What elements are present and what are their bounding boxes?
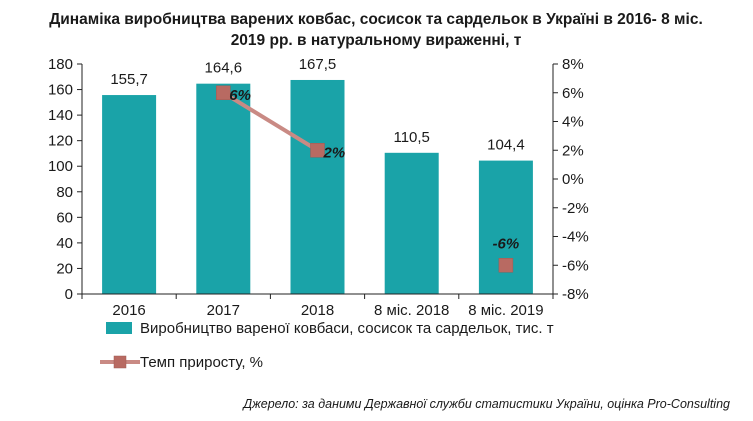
legend-bar-swatch [106,322,132,334]
category-label: 8 міс. 2018 [374,302,449,319]
right-tick-label: -8% [562,286,589,303]
right-tick-label: -2% [562,200,589,217]
bar-value-label: 104,4 [487,137,525,154]
legend: Виробництво вареної ковбаси, сосисок та … [100,320,554,371]
chart-title-line-1: Динаміка виробництва варених ковбас, сос… [49,11,703,28]
growth-value-label: 2% [323,144,346,161]
left-axis: 0 20 40 60 80 100 120 140 160 180 [48,56,83,303]
right-tick-label: 4% [562,114,584,131]
growth-line-segment [222,91,319,152]
right-axis: -8% -6% -4% -2% 0% 2% 4% 6% 8% [552,56,589,303]
left-tick-label: 180 [48,56,73,73]
left-tick-label: 100 [48,158,73,175]
right-tick-label: -4% [562,229,589,246]
growth-marker [216,85,231,100]
bar-value-label: 110,5 [393,129,429,146]
category-label: 2018 [301,302,334,319]
left-tick-label: 80 [56,184,73,201]
bar [478,160,533,294]
left-tick-label: 40 [56,235,73,252]
left-tick-label: 160 [48,82,73,99]
growth-value-label: -6% [493,235,520,252]
category-axis: 2016 2017 2018 8 міс. 2018 8 міс. 2019 [81,293,554,319]
source-note: Джерело: за даними Державної служби стат… [241,397,730,411]
left-tick-label: 20 [56,260,73,277]
category-label: 2017 [207,302,240,319]
right-tick-label: 8% [562,56,584,73]
category-label: 2016 [112,302,145,319]
growth-value-label: 6% [229,87,251,104]
bar [384,152,439,294]
growth-line-series: 6% 2% -6% [216,85,520,273]
bar-value-label: 164,6 [205,60,243,77]
legend-bar-label: Виробництво вареної ковбаси, сосисок та … [140,320,554,337]
legend-line-marker [113,355,127,369]
growth-marker [310,143,325,158]
right-tick-label: 2% [562,142,584,159]
chart-title-line-2: 2019 рр. в натуральному вираженні, т [231,32,522,49]
legend-line-label: Темп приросту, % [140,354,263,371]
left-tick-label: 0 [65,286,73,303]
right-tick-label: 6% [562,85,584,102]
left-tick-label: 120 [48,133,73,150]
bar [196,83,251,294]
growth-marker [498,258,514,273]
left-tick-label: 140 [48,107,73,124]
bar [290,79,345,294]
bar [102,95,157,294]
right-tick-label: 0% [562,171,584,188]
bar-value-label: 155,7 [110,71,148,88]
bar-series: 155,7 164,6 167,5 110,5 104,4 [102,56,533,294]
category-label: 8 міс. 2019 [468,302,543,319]
right-tick-label: -6% [562,257,589,274]
left-tick-label: 60 [56,209,73,226]
bar-value-label: 167,5 [299,56,337,73]
